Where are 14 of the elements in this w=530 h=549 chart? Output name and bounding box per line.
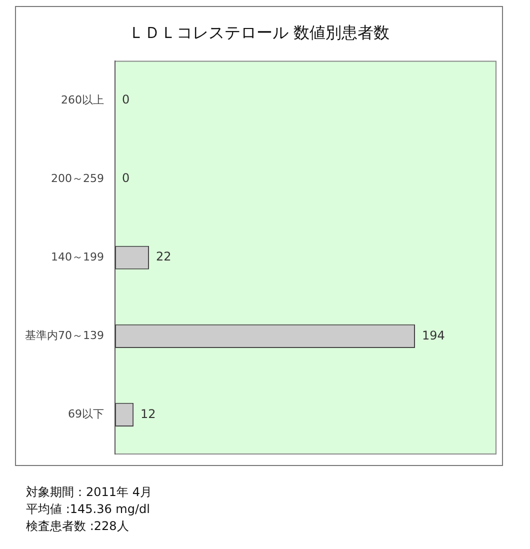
data-label: 0 — [122, 92, 130, 107]
y-tick-label: 69以下 — [68, 408, 104, 421]
chart-title: ＬＤＬコレステロール 数値別患者数 — [128, 22, 390, 42]
text: 対象期間：2011年 4月 — [26, 484, 152, 501]
text: 平均値 :145.36 mg/dl — [26, 501, 151, 518]
y-tick-label: 200～259 — [50, 172, 104, 185]
y-tick-label: 140～199 — [50, 250, 104, 264]
y-tick-label: 260以上 — [60, 93, 104, 106]
data-label: 0 — [122, 171, 130, 186]
data-label: 194 — [422, 328, 445, 342]
y-tick-label: 基準内70～139 — [24, 329, 104, 342]
data-label: 12 — [140, 406, 156, 421]
text: 検査患者数 :228人 — [26, 518, 130, 535]
data-label: 22 — [156, 250, 172, 264]
